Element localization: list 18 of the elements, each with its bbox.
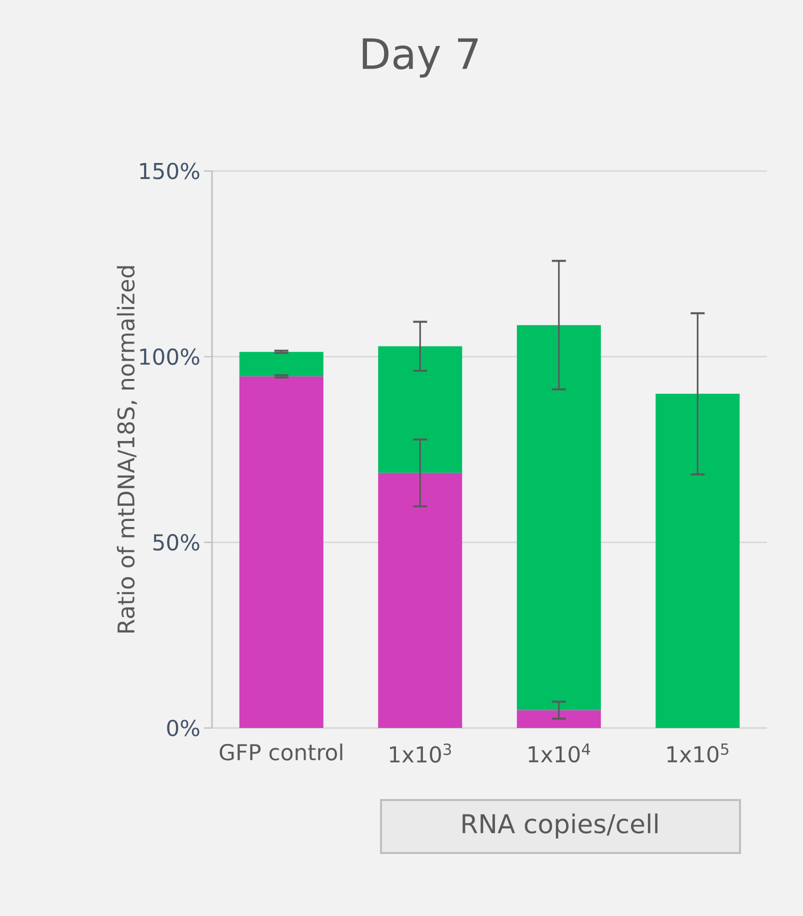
bar [239, 376, 324, 728]
y-tick-label: 150% [140, 162, 200, 180]
bar [378, 472, 462, 728]
x-tick-label: 1x10$^{5}$ [668, 744, 728, 763]
chart-title: Day 7 [362, 38, 478, 78]
y-tick-label: 0% [167, 720, 200, 736]
y-tick-label: 100% [140, 348, 200, 365]
y-axis-title: Ratio of mtDNA/18S, normalized [116, 266, 137, 633]
y-tick-label: 50% [153, 534, 200, 551]
x-tick-label: GFP control [220, 744, 342, 760]
bar [656, 394, 740, 728]
bar [516, 710, 601, 728]
bar [516, 325, 601, 710]
text: RNA copies/cell [462, 813, 658, 839]
x-tick-label: 1x10$^{3}$ [390, 744, 451, 763]
bar [378, 346, 462, 473]
x-tick-label: 1x10$^{4}$ [528, 744, 590, 763]
bar [239, 352, 324, 376]
